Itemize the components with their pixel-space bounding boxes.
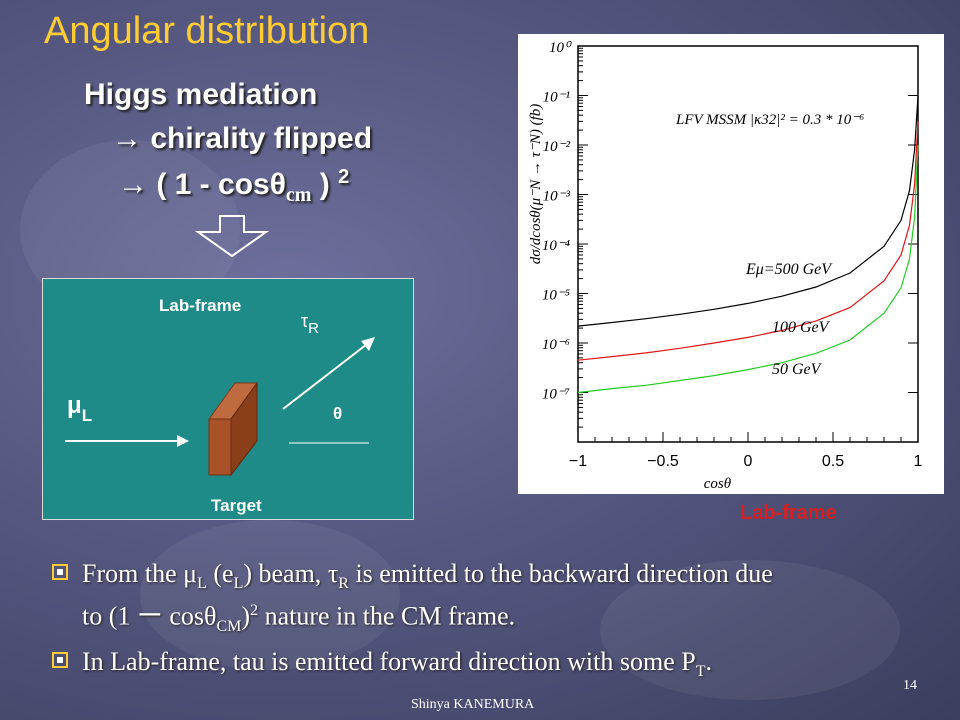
series-label: Eμ=500 GeV (745, 261, 833, 278)
cross-section-plot: 10⁰ 10⁻¹ 10⁻² 10⁻³ 10⁻⁴ 10⁻⁵ 10⁻⁶ 10⁻⁷ −1 −0.5 0 0.… (518, 34, 944, 494)
diagram-svg: Lab-frame τR μL θ Target (65, 296, 375, 515)
x-tick-label: 0 (744, 453, 753, 470)
series-line (577, 121, 919, 361)
page-number: 14 (903, 678, 917, 693)
bullet-item-1: From the μL (eL) beam, τR is emitted to … (52, 560, 952, 640)
lab-frame-caption: Lab-frame (740, 502, 837, 524)
series-label: 50 GeV (772, 361, 823, 378)
plot-frame (577, 45, 919, 443)
tau-label: τR (301, 311, 319, 337)
bullet-text: . (705, 647, 713, 677)
text-formula: → ( 1 - cosθcm ) 2 (118, 166, 349, 207)
bullet-list: From the μL (eL) beam, τR is emitted to … (52, 560, 952, 693)
formula-close: ) (311, 168, 339, 201)
y-tick-label: 10⁻³ (543, 189, 571, 205)
series-label: 100 GeV (772, 319, 831, 336)
y-tick-label: 10⁻⁵ (542, 288, 570, 304)
formula-main: → ( 1 - cosθ (118, 168, 286, 201)
y-tick-label: 10⁻⁴ (542, 238, 570, 254)
x-tick-label: 0.5 (822, 453, 844, 470)
slide-title: Angular distribution (44, 10, 370, 52)
y-tick-label: 10⁻⁶ (542, 337, 570, 353)
bullet-text: In Lab-frame, tau is emitted forward dir… (82, 647, 696, 677)
bullet-text: nature in the CM frame. (258, 601, 516, 631)
bg-blob (140, 520, 400, 670)
tau-symbol: τ (327, 559, 339, 588)
y-tick-label: 10⁻⁷ (542, 387, 570, 403)
formula-sup: 2 (338, 166, 350, 188)
series-line (577, 95, 919, 327)
mu-label: μL (67, 392, 92, 425)
x-tick-label: 1 (914, 453, 923, 470)
mu-symbol: μ (183, 559, 198, 588)
bullet-icon (52, 652, 68, 669)
footer-author: Shinya KANEMURA (411, 697, 535, 712)
bullet-icon (52, 564, 68, 580)
bullet-text: ( (206, 559, 223, 588)
series-line (577, 144, 919, 394)
sup-2: 2 (250, 602, 259, 620)
e-sub: L (233, 575, 244, 593)
x-axis-label: cosθ (704, 476, 732, 492)
tau-sub: R (338, 575, 349, 593)
bullet-text: ) (241, 601, 251, 631)
target-front (208, 418, 232, 476)
plot-annotation: LFV MSSM |κ32|² = 0.3 * 10⁻⁶ (675, 112, 864, 128)
plot-svg: 10⁰ 10⁻¹ 10⁻² 10⁻³ 10⁻⁴ 10⁻⁵ 10⁻⁶ 10⁻⁷ −1 −0.5 0 0.… (528, 40, 923, 492)
bullet-text: is emitted to the backward direction due (348, 559, 773, 588)
y-tick-label: 10⁰ (549, 40, 572, 56)
text-higgs-mediation: Higgs mediation (84, 78, 318, 111)
lab-frame-diagram: Lab-frame τR μL θ Target (42, 278, 414, 520)
bullet-text: to (1 ー cosθ (82, 601, 217, 631)
theta-label: θ (333, 404, 342, 423)
x-tick-label: −0.5 (647, 453, 679, 470)
tau-arrow (282, 340, 372, 410)
tau-arrowhead (361, 337, 375, 351)
e-symbol: e (222, 559, 234, 588)
down-arrow-icon (194, 215, 270, 258)
formula-sub: cm (285, 184, 312, 206)
x-tick-label: −1 (569, 453, 587, 470)
pt-sub: T (695, 663, 706, 681)
diagram-lab-frame-label: Lab-frame (159, 296, 241, 315)
bg-blob (600, 560, 900, 700)
text-chirality-flipped: → chirality flipped (112, 122, 373, 155)
mu-sub: L (197, 575, 207, 593)
bullet-text: From the (82, 559, 184, 588)
bullet-text: ) beam, (243, 559, 328, 588)
target-label: Target (211, 496, 262, 515)
mu-arrowhead (177, 435, 189, 447)
cm-sub: CM (216, 618, 242, 636)
bullet-item-2: In Lab-frame, tau is emitted forward dir… (52, 648, 952, 685)
y-tick-label: 10⁻² (543, 139, 571, 155)
y-tick-label: 10⁻¹ (543, 90, 571, 106)
y-axis-label: dσ/dcosθ(μ⁻N → τ⁻N) (fb) (528, 104, 544, 265)
